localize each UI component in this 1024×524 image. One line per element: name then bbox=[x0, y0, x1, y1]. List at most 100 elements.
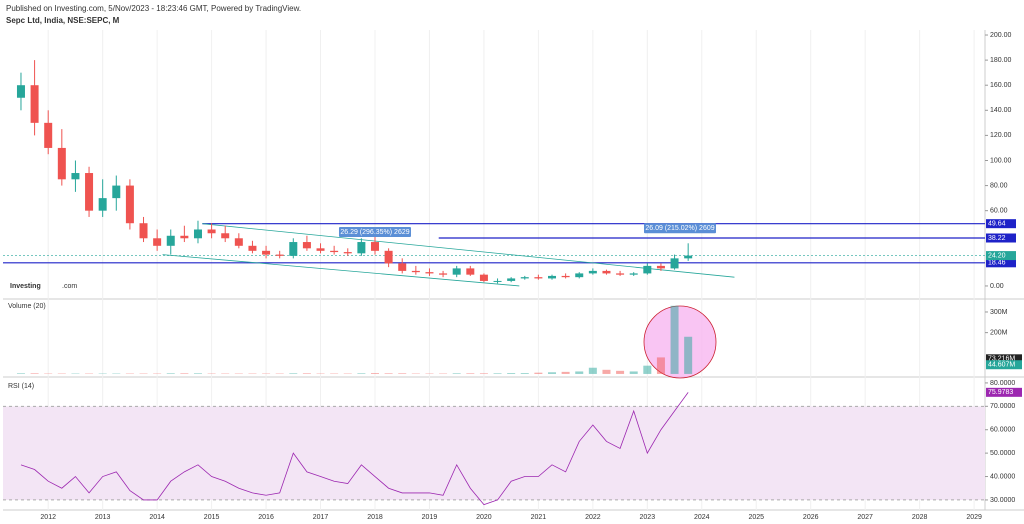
candle-body bbox=[411, 270, 420, 273]
candle-body bbox=[684, 255, 693, 259]
rsi-label: 75.9783 bbox=[988, 389, 1013, 396]
y-tick-label: 200.00 bbox=[990, 32, 1012, 39]
volume-bar bbox=[466, 373, 475, 374]
candle-body bbox=[275, 254, 284, 256]
rsi-title: RSI (14) bbox=[8, 383, 34, 390]
candle-body bbox=[575, 273, 584, 278]
x-tick-label: 2022 bbox=[585, 514, 601, 521]
rsi-tick-label: 30.0000 bbox=[990, 497, 1015, 504]
candle-body bbox=[439, 273, 448, 275]
level-label: 24.20 bbox=[988, 252, 1006, 259]
candle-body bbox=[85, 173, 94, 211]
x-tick-label: 2027 bbox=[857, 514, 873, 521]
volume-bar bbox=[357, 373, 366, 374]
x-tick-label: 2024 bbox=[694, 514, 710, 521]
volume-bar bbox=[588, 367, 597, 374]
candle-body bbox=[289, 242, 298, 256]
symbol-title: Sepc Ltd, India, NSE:SEPC, M bbox=[6, 16, 120, 25]
candle-body bbox=[616, 273, 625, 275]
x-tick-label: 2026 bbox=[803, 514, 819, 521]
level-label-box bbox=[986, 233, 1016, 243]
rsi-tick-label: 70.0000 bbox=[990, 403, 1015, 410]
candle-body bbox=[670, 258, 679, 269]
x-tick-label: 2021 bbox=[531, 514, 547, 521]
candle-body bbox=[588, 270, 597, 274]
rsi-tick-label: 80.0000 bbox=[990, 380, 1015, 387]
volume-bar bbox=[520, 373, 529, 374]
candle-body bbox=[207, 229, 216, 234]
volume-bar bbox=[384, 373, 393, 374]
candle-body bbox=[384, 250, 393, 264]
volume-title: Volume (20) bbox=[8, 303, 46, 310]
x-tick-label: 2018 bbox=[367, 514, 383, 521]
candle-body bbox=[452, 268, 461, 275]
volume-bar bbox=[670, 305, 679, 374]
rsi-tick-label: 40.0000 bbox=[990, 473, 1015, 480]
volume-bar bbox=[548, 372, 557, 374]
volume-bar bbox=[398, 373, 407, 374]
measure-box bbox=[643, 223, 716, 234]
candle-body bbox=[125, 185, 134, 224]
logo-brand: Investing bbox=[10, 283, 41, 290]
candle-body bbox=[656, 265, 665, 269]
x-tick-label: 2028 bbox=[912, 514, 928, 521]
volume-bar bbox=[16, 373, 25, 374]
candle-body bbox=[180, 235, 189, 239]
x-tick-label: 2013 bbox=[95, 514, 111, 521]
candle-body bbox=[357, 242, 366, 254]
y-tick-label: 60.00 bbox=[990, 208, 1008, 215]
candle-body bbox=[44, 122, 53, 148]
candle-body bbox=[71, 173, 80, 180]
candle-body bbox=[234, 238, 243, 246]
volume-bar bbox=[302, 373, 311, 374]
level-label-box bbox=[986, 219, 1016, 229]
volume-tick-label: 200M bbox=[990, 329, 1008, 336]
candle-body bbox=[520, 277, 529, 279]
x-tick-label: 2029 bbox=[966, 514, 982, 521]
volume-bar bbox=[656, 357, 665, 374]
candle-body bbox=[479, 274, 488, 281]
volume-bar bbox=[166, 373, 175, 374]
measure-box bbox=[338, 227, 411, 238]
volume-bar bbox=[629, 371, 638, 374]
volume-bar bbox=[370, 373, 379, 374]
x-tick-label: 2012 bbox=[40, 514, 56, 521]
candle-body bbox=[534, 277, 543, 279]
trendline bbox=[162, 254, 520, 287]
candle-body bbox=[248, 245, 257, 251]
logo: Investing .com bbox=[10, 283, 77, 290]
x-tick-label: 2016 bbox=[258, 514, 274, 521]
candle-body bbox=[561, 275, 570, 278]
volume-label-box bbox=[986, 360, 1022, 370]
candle-body bbox=[30, 85, 39, 123]
x-tick-label: 2020 bbox=[476, 514, 492, 521]
y-tick-label: 180.00 bbox=[990, 57, 1012, 64]
volume-bar bbox=[534, 372, 543, 374]
level-label-box bbox=[986, 251, 1016, 261]
candle-body bbox=[466, 268, 475, 275]
candle-body bbox=[629, 273, 638, 275]
rsi-band bbox=[3, 406, 985, 500]
volume-tick-label: 300M bbox=[990, 309, 1008, 316]
volume-label: 73.216M bbox=[988, 356, 1015, 363]
rsi-line bbox=[20, 392, 689, 506]
level-label: 38.22 bbox=[988, 235, 1006, 242]
candle-body bbox=[153, 238, 162, 246]
volume-bar bbox=[180, 373, 189, 374]
candle-body bbox=[139, 223, 148, 239]
candle-body bbox=[507, 278, 516, 281]
x-tick-label: 2023 bbox=[640, 514, 656, 521]
volume-bar bbox=[289, 373, 298, 374]
volume-bar bbox=[30, 373, 39, 374]
level-label: 49.64 bbox=[988, 221, 1006, 228]
volume-bar bbox=[479, 373, 488, 374]
volume-label: 44.607M bbox=[988, 362, 1015, 369]
x-tick-label: 2015 bbox=[204, 514, 220, 521]
x-tick-label: 2019 bbox=[422, 514, 438, 521]
volume-bar bbox=[507, 373, 516, 374]
candle-body bbox=[166, 235, 175, 246]
candle-body bbox=[316, 248, 325, 251]
candle-body bbox=[343, 252, 352, 254]
volume-bar bbox=[452, 373, 461, 374]
measure-label: 26.09 (215.02%) 2609 bbox=[645, 225, 714, 232]
